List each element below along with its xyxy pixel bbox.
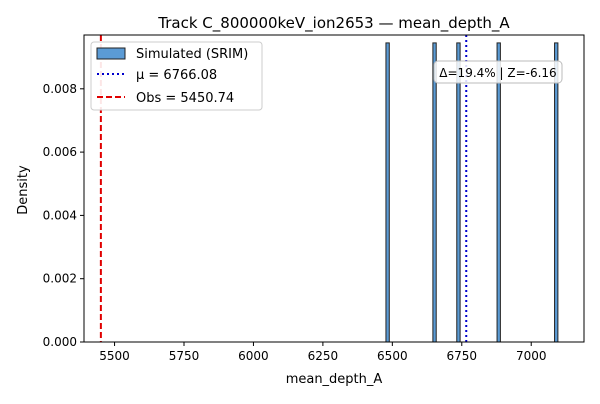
chart-title: Track C_800000keV_ion2653 — mean_depth_A [157,14,510,33]
y-tick-label: 0.006 [43,145,77,159]
legend-label-mean: μ = 6766.08 [136,68,217,83]
y-axis-ticks: 0.000 0.002 0.004 0.006 0.008 [43,82,84,349]
reference-lines-group [99,35,468,342]
legend: Simulated (SRIM) μ = 6766.08 Obs = 5450.… [90,41,263,111]
y-axis-label: Density [16,165,31,215]
x-axis-label: mean_depth_A [286,372,383,387]
plot-frame [83,34,585,343]
annotation-box [433,60,563,84]
x-tick-label: 5500 [99,349,130,363]
x-tick-label: 6750 [447,349,478,363]
y-tick-label: 0.000 [43,335,77,349]
legend-label-observed: Obs = 5450.74 [136,91,234,106]
legend-swatch-simulated [96,47,126,60]
histogram-bar [554,42,559,343]
y-tick-label: 0.002 [43,272,77,286]
histogram-bar [385,42,390,343]
x-tick-label: 5750 [169,349,200,363]
stats-annotation: Δ=19.4% | Z=-6.16 [433,60,563,84]
bars-group [385,42,559,343]
y-tick-label: 0.008 [43,82,77,96]
x-tick-label: 6250 [308,349,339,363]
histogram-bar [496,42,501,343]
x-tick-label: 6500 [377,349,408,363]
histogram-bar [432,42,437,343]
legend-box [90,41,263,111]
y-tick-label: 0.004 [43,208,77,222]
x-tick-label: 7000 [516,349,547,363]
legend-label-simulated: Simulated (SRIM) [136,47,248,62]
histogram-bar [456,42,461,343]
x-axis-ticks: 5500 5750 6000 6250 6500 6750 7000 [99,342,546,363]
x-tick-label: 6000 [238,349,269,363]
annotation-text: Δ=19.4% | Z=-6.16 [439,66,556,80]
